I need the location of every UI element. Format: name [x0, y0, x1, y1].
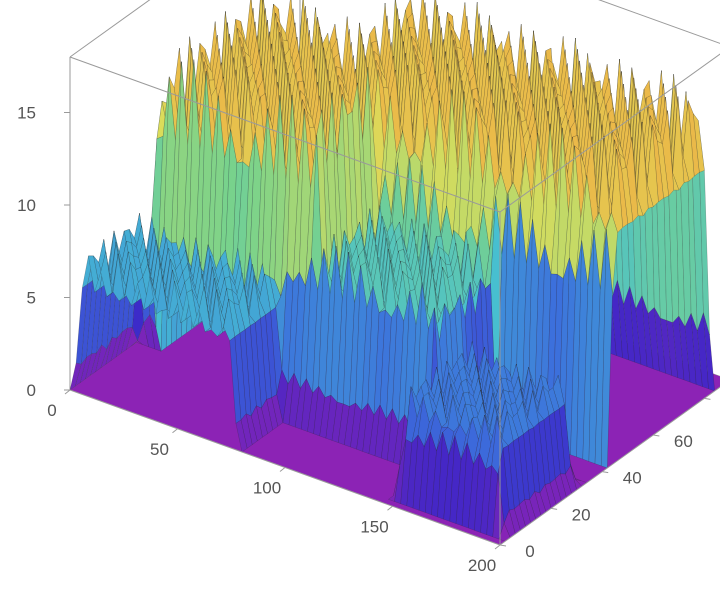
y-tick-mark — [551, 507, 558, 510]
y-tick-label: 60 — [674, 432, 693, 451]
x-tick-mark — [279, 467, 286, 472]
surface-patch — [255, 405, 268, 438]
surface-patch — [271, 394, 284, 427]
surface-patch — [621, 166, 634, 225]
surface-patch — [657, 140, 669, 199]
surface-patch — [667, 110, 680, 191]
surface-patch — [687, 100, 700, 177]
z-tick-label: 0 — [27, 381, 36, 400]
surface-patch — [250, 405, 263, 442]
surface-patch — [600, 229, 613, 469]
x-tick-mark — [172, 428, 178, 434]
x-tick-label: 150 — [360, 517, 388, 536]
x-tick-label: 50 — [150, 440, 169, 459]
surface-mesh — [69, 0, 715, 542]
surface-patch — [672, 96, 685, 191]
box-edge — [598, 0, 720, 44]
surface-patch — [606, 211, 618, 294]
x-tick-mark — [64, 389, 71, 395]
surface-patch — [652, 124, 664, 203]
surface-patch — [662, 110, 675, 197]
surface-patch — [626, 137, 639, 223]
z-tick-label: 15 — [17, 104, 36, 123]
y-tick-mark — [602, 471, 609, 474]
surface-patch — [616, 149, 629, 228]
z-tick-label: 5 — [27, 289, 36, 308]
surface-patch — [641, 122, 654, 209]
y-tick-mark — [653, 434, 660, 437]
surface-patch — [698, 120, 710, 336]
x-tick-mark — [387, 505, 393, 511]
y-tick-mark — [499, 544, 507, 547]
y-tick-mark — [704, 397, 711, 400]
y-tick-label: 0 — [525, 542, 534, 561]
y-tick-label: 40 — [623, 469, 642, 488]
y-tick-label: 20 — [572, 505, 591, 524]
box-edge — [69, 0, 151, 58]
x-tick-label: 100 — [253, 479, 281, 498]
z-tick-label: 10 — [17, 196, 36, 215]
x-tick-label: 0 — [47, 401, 56, 420]
x-tick-label: 200 — [468, 556, 496, 575]
surface-patch — [611, 149, 623, 234]
x-tick-mark — [494, 544, 501, 550]
